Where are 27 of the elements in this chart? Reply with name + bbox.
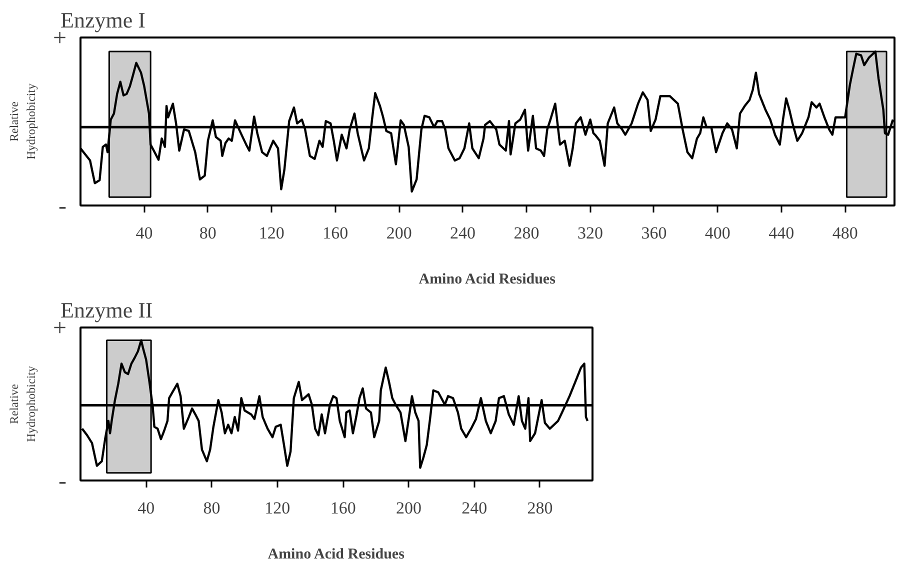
x-tick-label: 80 bbox=[199, 224, 216, 242]
x-tick-label: 200 bbox=[386, 224, 412, 242]
x-tick-label: 240 bbox=[450, 224, 476, 242]
x-tick-label: 40 bbox=[138, 498, 155, 518]
x-axis-title: Amino Acid Residues bbox=[418, 272, 556, 288]
x-tick-label: 480 bbox=[832, 224, 858, 242]
x-tick-label: 80 bbox=[203, 498, 220, 518]
x-tick-label: 240 bbox=[462, 498, 488, 518]
x-tick-label: 400 bbox=[704, 224, 730, 242]
x-tick-label: 40 bbox=[136, 224, 153, 242]
x-tick-label: 120 bbox=[264, 498, 290, 518]
x-tick-label: 280 bbox=[527, 498, 553, 518]
y-axis-title: Relative Hydrophobicity bbox=[7, 83, 38, 160]
x-tick-label: 440 bbox=[768, 224, 794, 242]
x-tick-label: 280 bbox=[514, 224, 540, 242]
x-axis-title: Amino Acid Residues bbox=[268, 546, 405, 562]
y-axis-title: Relative Hydrophobicity bbox=[7, 366, 38, 442]
x-tick-label: 160 bbox=[322, 224, 348, 242]
text: - bbox=[58, 468, 67, 494]
x-tick-label: 200 bbox=[396, 498, 422, 518]
chart-title: Enzyme I bbox=[60, 8, 146, 32]
x-tick-label: 160 bbox=[330, 498, 356, 518]
x-tick-label: 120 bbox=[258, 224, 284, 242]
chart-title: Enzyme II bbox=[60, 298, 153, 322]
x-tick-label: 320 bbox=[577, 224, 603, 242]
x-tick-label: 360 bbox=[641, 224, 667, 242]
text: - bbox=[58, 194, 67, 220]
